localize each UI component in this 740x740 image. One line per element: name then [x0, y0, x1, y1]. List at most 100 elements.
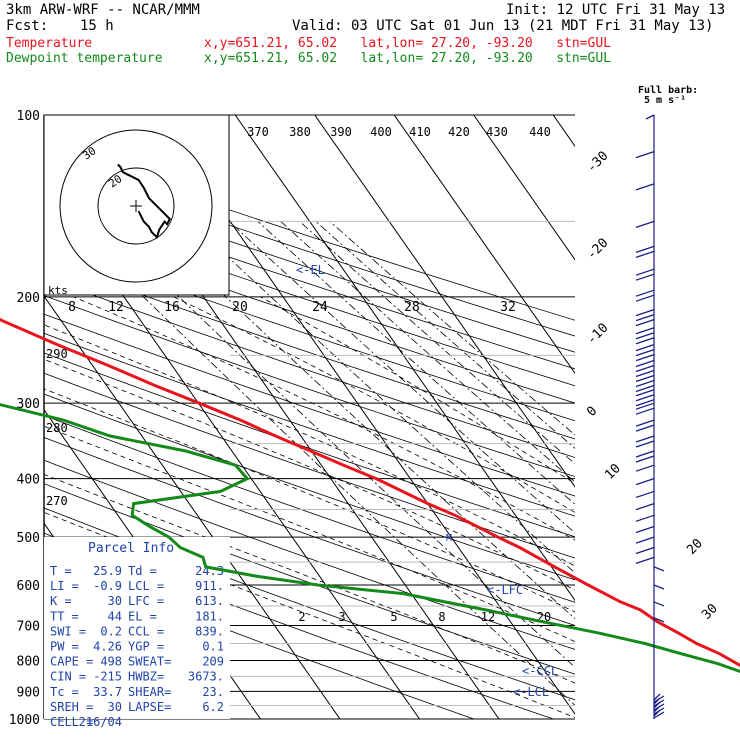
forecast-hour: 15 h	[80, 18, 114, 34]
parcel-info-cell: TT =	[50, 609, 79, 623]
wind-barb-short	[653, 617, 665, 623]
isotherm-label-right: 30	[699, 601, 721, 623]
hodograph-ring-outer	[59, 129, 213, 283]
wind-barb-surface	[653, 701, 661, 709]
wind-barb-flag	[635, 514, 655, 522]
parcel-info-cell: LAPSE=	[128, 700, 171, 714]
wind-barb-flag	[635, 399, 655, 407]
wind-barb-flag	[635, 354, 655, 362]
parcel-info-cell: SREH =	[50, 700, 93, 714]
m-marker: M	[446, 533, 452, 544]
wind-barb-flag	[635, 250, 655, 258]
theta-label-left: 270	[46, 494, 68, 508]
parcel-info-cell: 30	[108, 594, 122, 608]
wind-barb-flag	[635, 319, 655, 327]
parcel-info-cell: LCL =	[128, 579, 164, 593]
init-time: Init: 12 UTC Fri 31 May 13	[506, 2, 726, 18]
theta-label: 430	[486, 125, 508, 139]
dry-adiabat	[44, 332, 575, 517]
wind-barb-flag	[635, 379, 655, 388]
parcel-info-cell: SHEAR=	[128, 685, 171, 699]
moist-adiabat	[173, 296, 575, 513]
wind-barb-flag	[635, 556, 655, 564]
parcel-info-cell: 44	[108, 609, 122, 623]
isotherm-line	[633, 115, 740, 719]
wind-barb-flag	[635, 245, 655, 253]
wind-barb-flag	[635, 220, 655, 228]
hodograph-ring-label-20: 20	[106, 172, 124, 190]
mixing-ratio-label-upper: 12	[108, 300, 124, 315]
parcel-info-cell: Tc =	[50, 685, 79, 699]
wind-barb-flag	[635, 525, 655, 534]
theta-label-left: 290	[46, 347, 68, 361]
parcel-info-panel: Parcel Info T = 25.9 Td = 24.3LI = -0.9 LCL =…	[44, 537, 230, 729]
mixing-ratio-line	[189, 221, 575, 574]
wind-barb-flag	[635, 337, 655, 345]
parcel-info-cell: SWEAT=	[128, 655, 171, 669]
parcel-info-cell: 498	[100, 655, 122, 669]
wind-barb-flag	[635, 349, 655, 357]
parcel-info-title: Parcel Info	[88, 541, 174, 556]
wind-barb-surface	[653, 709, 661, 717]
parcel-info-cell: CELL =	[50, 715, 93, 729]
theta-label: 420	[448, 125, 470, 139]
wind-barb-flag	[635, 536, 655, 544]
isotherm-line	[393, 115, 575, 375]
temperature-profile	[0, 317, 740, 668]
dry-adiabat	[44, 352, 575, 538]
wind-barb-flag	[635, 273, 655, 281]
wind-barb-flag	[635, 309, 655, 317]
mixing-ratio-label-upper: 16	[164, 300, 180, 315]
wind-barb-flag	[635, 364, 655, 373]
mixing-ratio-line	[65, 221, 575, 706]
wind-barb-flag	[635, 402, 655, 410]
pressure-tick-label: 300	[17, 397, 40, 412]
wind-barb-flag	[635, 455, 655, 463]
dewpoint-location: x,y=651.21, 65.02 lat,lon= 27.20, -93.20…	[204, 51, 611, 66]
mixing-ratio-label-upper: 8	[68, 300, 76, 315]
parcel-info-cell: -215	[93, 670, 122, 684]
mixing-ratio-label-lower: 12	[481, 610, 495, 624]
theta-label: 380	[289, 125, 311, 139]
mixing-ratio-line	[145, 221, 575, 620]
hodograph-units: kts	[48, 284, 68, 297]
temperature-legend: Temperature	[6, 36, 93, 51]
pressure-tick-label: 500	[17, 531, 40, 546]
wind-barb-flag	[635, 440, 655, 448]
mixing-ratio-line	[315, 221, 575, 449]
parcel-info-cell: LI =	[50, 579, 79, 593]
wind-barb-flag	[635, 464, 655, 472]
parcel-info-cell: T =	[50, 564, 72, 578]
moist-adiabat	[44, 358, 575, 591]
wind-barb-flag	[635, 435, 655, 443]
mixing-ratio-line	[299, 221, 575, 465]
wind-barb-flag	[635, 503, 655, 511]
mixing-ratio-line	[100, 221, 575, 668]
mixing-ratio-label-upper: 32	[500, 300, 516, 315]
barb-legend-line1: Full barb:	[638, 85, 698, 96]
wind-barb-flag	[635, 369, 655, 378]
wind-barb-short	[653, 566, 665, 572]
theta-label: 400	[370, 125, 392, 139]
hodograph-ring-label-30: 30	[80, 144, 98, 162]
parcel-info-cell: EL =	[128, 609, 157, 623]
pressure-tick-label: 600	[17, 579, 40, 594]
isotherm-label-right: 20	[684, 536, 706, 558]
isotherm-label-right: -10	[584, 321, 611, 348]
wind-barb-flag	[635, 374, 655, 383]
hodograph-trace	[117, 163, 172, 240]
pressure-tick-label: 400	[17, 473, 40, 488]
parcel-info-cell: 0.1	[202, 640, 224, 654]
parcel-info-cell: 23.	[202, 685, 224, 699]
theta-label: 440	[529, 125, 551, 139]
mixing-ratio-label-upper: 28	[404, 300, 420, 315]
temperature-location: x,y=651.21, 65.02 lat,lon= 27.20, -93.20…	[204, 36, 611, 51]
wind-barb-flag	[635, 332, 655, 340]
parcel-info-cell: 30	[108, 700, 122, 714]
parcel-info-cell: 216/04	[79, 715, 122, 729]
parcel-info-cell: SWI =	[50, 624, 86, 638]
isotherm-line	[234, 115, 575, 602]
isotherm-line	[314, 115, 575, 488]
wind-barb-flag	[635, 294, 655, 302]
